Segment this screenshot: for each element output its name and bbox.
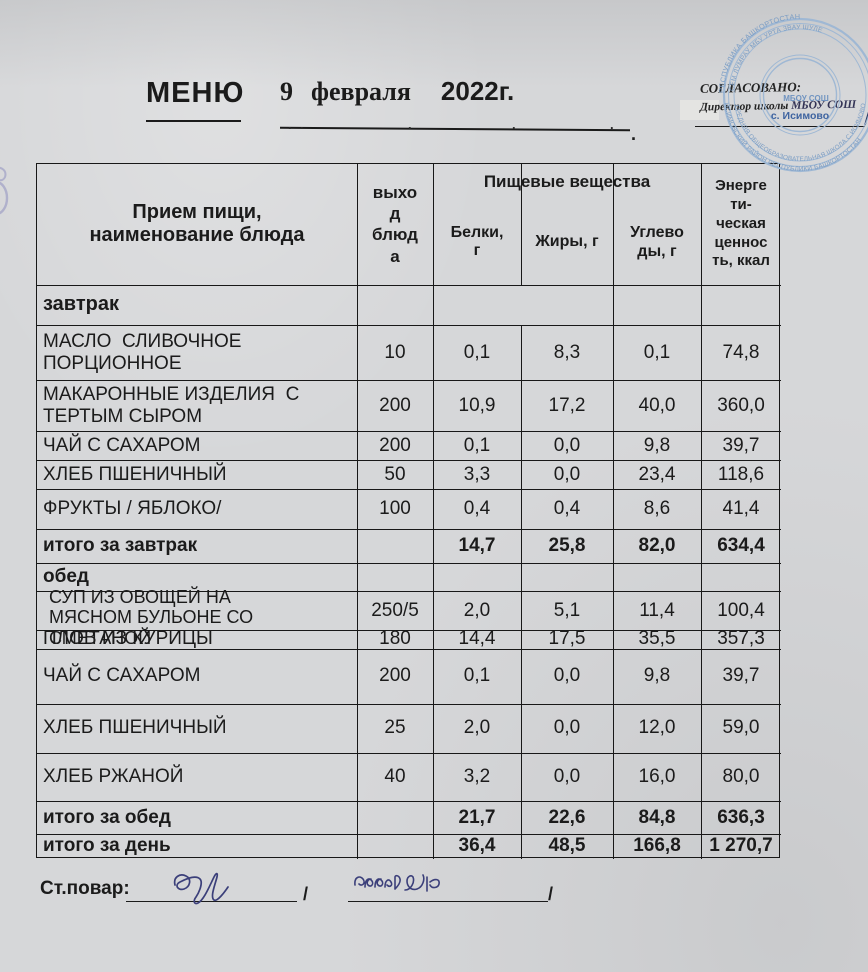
- svg-text:с. Исимово: с. Исимово: [771, 110, 829, 122]
- svg-text:СЕМ ЛУМРАУ МБУ УРТА ЗВАУ ШУЛЕ: СЕМ ЛУМРАУ МБУ УРТА ЗВАУ ШУЛЕ: [729, 24, 823, 91]
- svg-text:МБОУ СОШ: МБОУ СОШ: [783, 94, 828, 103]
